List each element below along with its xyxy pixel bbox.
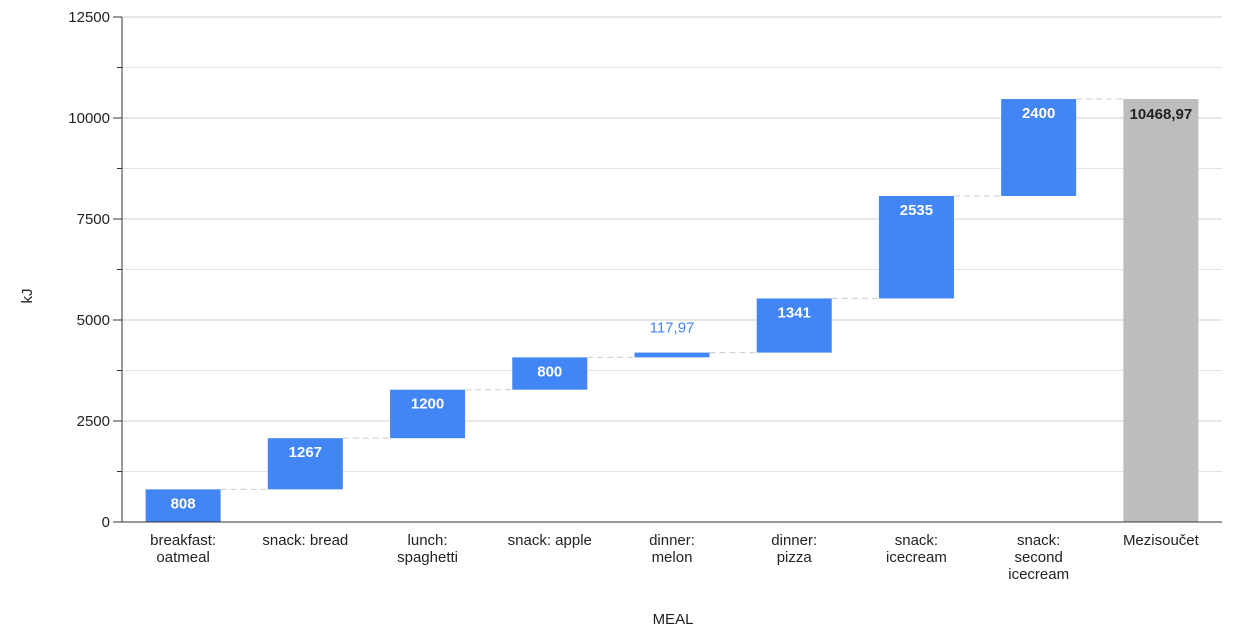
- x-category-label: lunch: spaghetti: [397, 532, 458, 566]
- x-category-label: dinner: pizza: [771, 532, 817, 566]
- x-category-label: snack: apple: [508, 532, 592, 549]
- bar: [634, 352, 710, 358]
- labels: 0 2500 5000 7500 10000 12500 808 1267 1200 800 117…: [68, 9, 1199, 583]
- y-tick-label: 10000: [68, 110, 110, 127]
- bar-value-label: 1341: [778, 304, 811, 321]
- y-tick-label: 7500: [77, 211, 110, 228]
- bar: [1001, 99, 1077, 197]
- bar: [145, 489, 221, 522]
- x-category-label: snack: icecream: [886, 532, 947, 566]
- y-tick-label: 5000: [77, 312, 110, 329]
- x-category-label: snack: second icecream: [1008, 532, 1069, 583]
- x-category-label: dinner: melon: [649, 532, 695, 566]
- x-category-label: breakfast: oatmeal: [150, 532, 216, 566]
- bar-value-label: 1200: [411, 396, 444, 413]
- bar: [267, 438, 343, 490]
- x-category-label: snack: bread: [262, 532, 348, 549]
- axes: [113, 16, 1222, 523]
- bar-value-label: 117,97: [650, 320, 695, 337]
- bar: [390, 389, 466, 439]
- total-bar: [1123, 99, 1199, 522]
- bar-value-label: 800: [537, 363, 562, 380]
- bar-value-label: 808: [171, 495, 196, 512]
- x-category-label: Mezisoučet: [1123, 532, 1200, 549]
- y-tick-label: 0: [102, 514, 110, 531]
- total-value-label: 10468,97: [1130, 106, 1193, 123]
- y-tick-label: 12500: [68, 9, 110, 26]
- y-tick-label: 2500: [77, 413, 110, 430]
- bar: [756, 298, 832, 353]
- bar: [878, 196, 954, 299]
- bar: [512, 357, 588, 390]
- bar-value-label: 2535: [900, 202, 933, 219]
- bars: [145, 99, 1199, 522]
- bar-value-label: 1267: [289, 444, 322, 461]
- x-axis-title: MEAL: [653, 611, 694, 628]
- y-axis-title: kJ: [19, 289, 36, 304]
- connectors: [220, 98, 1124, 490]
- gridlines: [122, 16, 1222, 472]
- bar-value-label: 2400: [1022, 105, 1055, 122]
